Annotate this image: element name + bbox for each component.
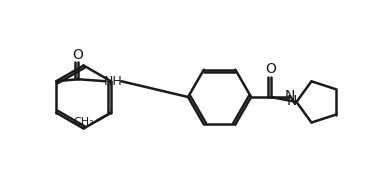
Text: O: O <box>73 48 83 62</box>
Text: N: N <box>286 94 297 108</box>
Text: O: O <box>265 62 276 76</box>
Text: NH: NH <box>104 75 123 88</box>
Text: CH₃: CH₃ <box>73 117 94 127</box>
Text: N: N <box>285 89 295 103</box>
